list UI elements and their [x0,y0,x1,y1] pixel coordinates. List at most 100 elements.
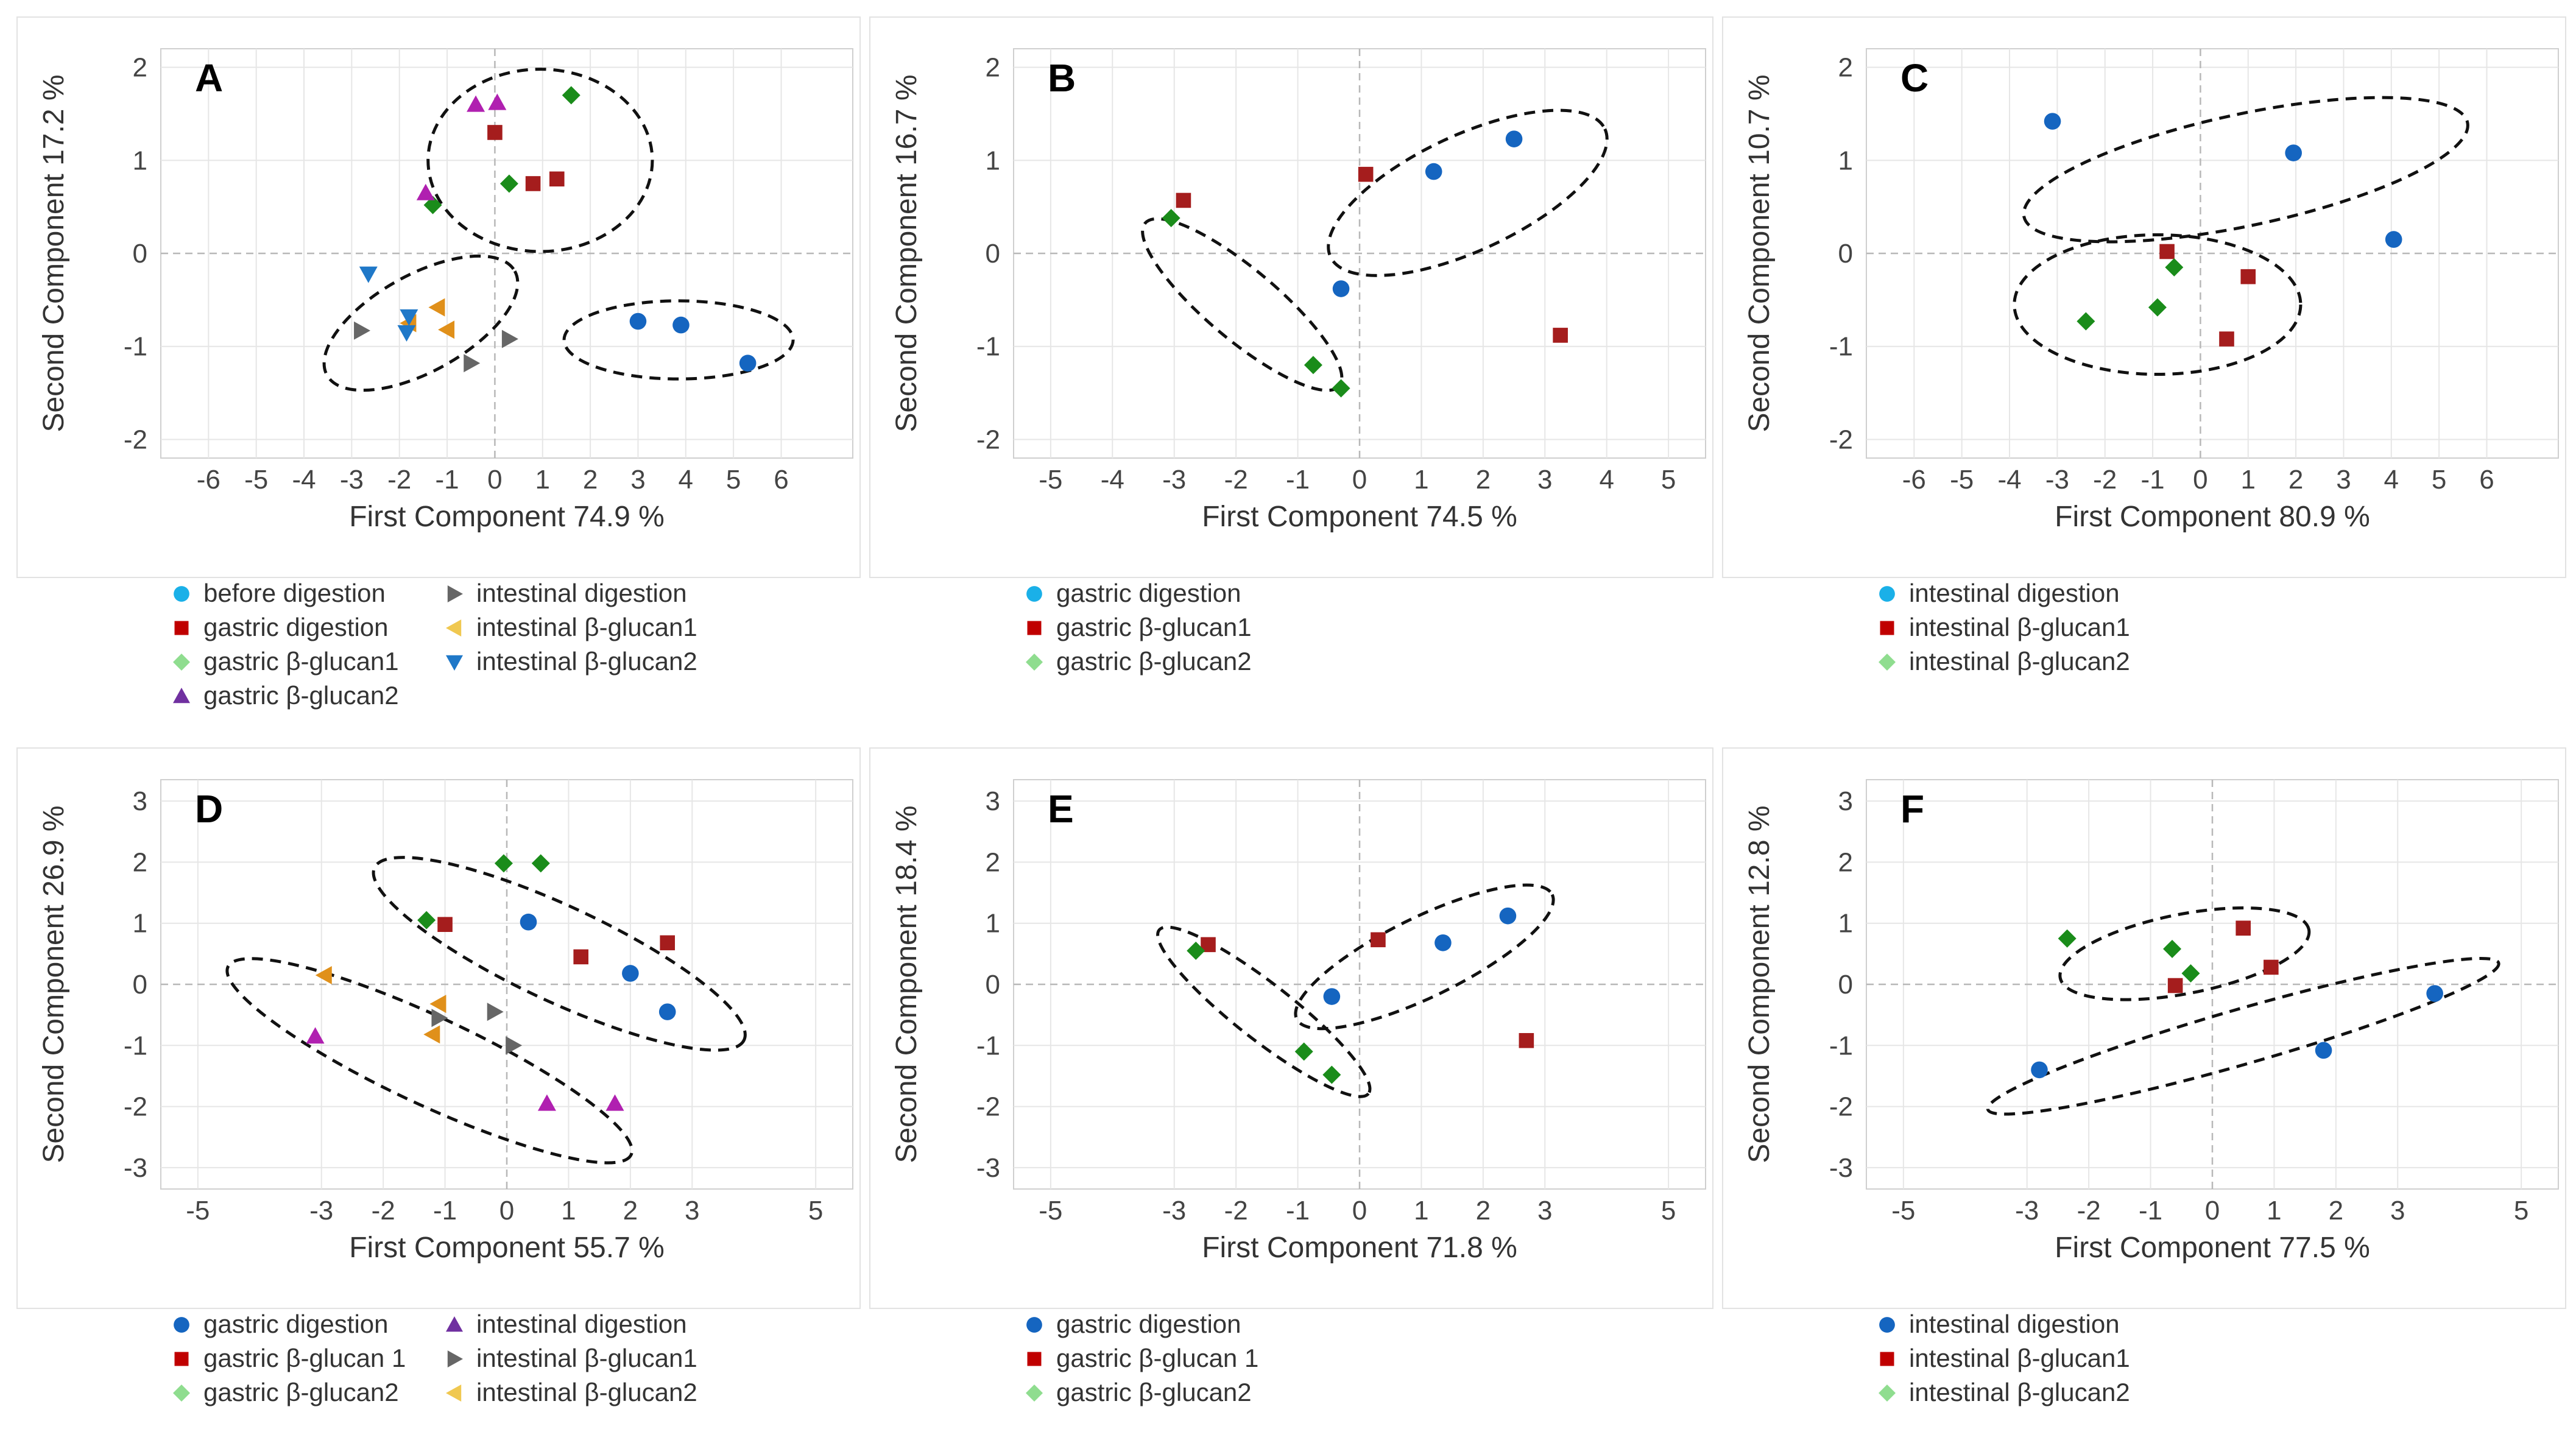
legend-b: gastric digestion gastric β-glucan1 gastri… [1026,579,1252,676]
x-tick-label: -1 [436,465,459,495]
panel-letter: B [1048,56,1076,100]
data-point [437,917,453,933]
data-point [520,913,537,931]
x-tick-label: -5 [186,1196,210,1226]
legend-label: gastric digestion [203,613,389,641]
legend-label: intestinal β-glucan2 [1909,1378,2130,1406]
y-tick-label: 1 [986,146,1000,175]
panel-letter: F [1900,787,1924,831]
legend-marker [174,586,189,602]
x-tick-label: -5 [1950,465,1974,495]
x-tick-label: 2 [1476,465,1491,495]
series-gastric-glucan1 [1176,166,1568,343]
x-tick-label: -4 [1101,465,1124,495]
cluster-ellipse [322,254,520,392]
x-tick-label: -5 [1891,1196,1915,1226]
data-point [2315,1042,2332,1059]
data-point [1358,166,1374,182]
legend-marker [1879,1385,1896,1402]
x-tick-label: -6 [1902,465,1926,495]
data-point [438,320,455,339]
legend-e: gastric digestion gastric β-glucan 1 gastr… [1026,1310,1258,1406]
series-gastric-glucan2 [1162,208,1350,398]
x-tick-label: -4 [292,465,316,495]
x-tick-label: 3 [1537,465,1552,495]
x-tick-label: 3 [1537,1196,1552,1226]
data-point [1434,934,1452,951]
legend-marker [174,1317,189,1333]
x-tick-label: 0 [2205,1196,2220,1226]
x-tick-label: 2 [623,1196,638,1226]
y-tick-label: -2 [976,425,1000,454]
data-point [605,1094,624,1111]
x-tick-label: 5 [1661,465,1676,495]
panel-d: -5 -3 -2 -1 0 1 2 3 5 3 2 1 0 -1 -2 -3 First Component 5… [16,747,861,1309]
x-tick-label: 0 [2193,465,2207,495]
legend-label: gastric β-glucan2 [1056,1378,1252,1406]
x-tick-label: -5 [1039,465,1062,495]
x-tick-label: 3 [2336,465,2351,495]
series-gastric-glucan-1 [437,917,676,965]
series-intestinal-digestion [306,1027,624,1111]
x-tick-label: -1 [2139,1196,2162,1226]
series-intestinal-glucan2 [2058,929,2200,983]
y-tick-label: 2 [986,53,1000,83]
series-intestinal-glucan1 [2167,920,2279,993]
x-tick-label: -2 [387,465,411,495]
y-tick-label: 1 [986,909,1000,939]
data-point [506,1036,523,1055]
plot-area-d [160,779,853,1190]
legend-marker [173,688,190,704]
data-point [1304,356,1322,375]
x-tick-label: -3 [1162,465,1186,495]
x-tick-label: 1 [535,465,550,495]
x-tick-label: 4 [2384,465,2399,495]
series-intestinal-glucan1 [2159,244,2256,347]
legend-marker [447,1350,463,1367]
y-axis-title: Second Component 26.9 % [38,805,70,1163]
x-tick-label: 6 [2479,465,2494,495]
data-point [1519,1032,1534,1048]
cluster-ellipse [1156,925,1372,1098]
y-axis-title: Second Component 10.7 % [1743,74,1776,432]
series-gastric-glucan2 [416,93,507,200]
data-point [487,125,503,140]
data-point [359,266,378,283]
data-point [1425,163,1442,180]
y-tick-label: -1 [1829,332,1853,362]
data-point [400,309,418,326]
x-axis-title: First Component 80.9 % [2055,501,2370,533]
x-tick-label: -3 [340,465,364,495]
x-axis-title: First Component 74.9 % [349,501,665,533]
x-tick-label: -2 [2093,465,2117,495]
data-point [1323,988,1341,1005]
y-tick-label: 1 [133,146,147,175]
legend-c: intestinal digestion intestinal β-glucan1… [1879,579,2130,676]
cluster-ellipse [225,957,634,1165]
data-point [494,854,513,873]
legend-label: intestinal β-glucan2 [476,1378,697,1406]
data-point [2240,269,2256,284]
data-point [1187,941,1205,960]
x-tick-label: 2 [583,465,598,495]
x-tick-label: -3 [2045,465,2069,495]
legend-marker [446,655,463,671]
legend-label: intestinal β-glucan1 [476,613,697,641]
data-point [660,935,676,951]
legend-marker [447,585,463,602]
data-point [2264,959,2279,975]
x-tick-label: 2 [2329,1196,2343,1226]
legend-label: intestinal β-glucan1 [1909,613,2130,641]
legend-marker [446,1316,463,1332]
legend-marker [1879,1317,1895,1333]
legend-label: intestinal β-glucan2 [1909,647,2130,676]
y-axis-title: Second Component 18.4 % [891,805,923,1163]
y-tick-label: 2 [1838,53,1853,83]
series-intestinal-glucan2 [359,266,418,342]
x-tick-label: 0 [1352,1196,1367,1226]
data-point [467,95,485,112]
panel-letter: D [195,787,223,831]
x-tick-label: -1 [433,1196,457,1226]
series-gastric-glucan1 [423,86,580,214]
x-tick-label: 0 [487,465,502,495]
